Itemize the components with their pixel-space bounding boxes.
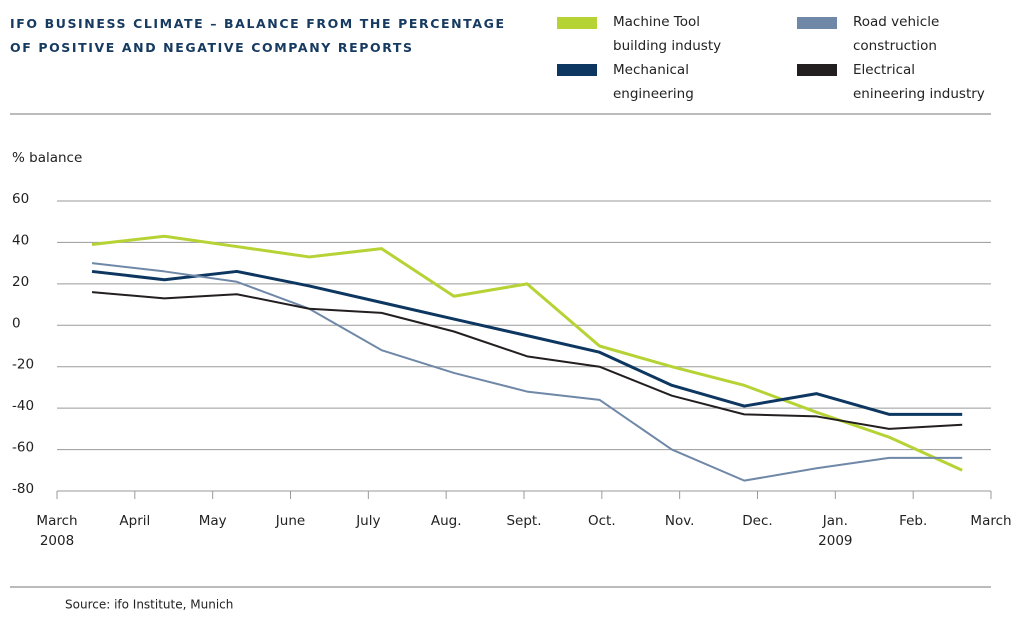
source: Source: ifo Institute, Munich xyxy=(65,598,233,612)
x-tick-label: Dec. xyxy=(742,513,772,529)
x-tick-label: March xyxy=(36,513,77,529)
x-tick-label: July xyxy=(355,513,380,529)
x-tick-label: May xyxy=(199,513,227,529)
y-axis-label: % balance xyxy=(12,150,82,166)
x-tick-label: March xyxy=(970,513,1011,529)
series-line xyxy=(91,269,963,416)
y-tick-label: -80 xyxy=(12,481,34,497)
x-tick-label: June xyxy=(275,513,305,529)
y-tick-label: 20 xyxy=(12,274,29,290)
y-tick-label: 0 xyxy=(12,315,21,331)
legend-swatch xyxy=(557,17,597,29)
legend-label: Mechanical engineering xyxy=(613,62,694,102)
y-tick-label: -60 xyxy=(12,440,34,456)
series-line xyxy=(91,291,963,430)
year-label: 2009 xyxy=(818,533,852,549)
chart-title: IFO BUSINESS CLIMATE – BALANCE FROM THE … xyxy=(10,16,506,55)
legend-swatch xyxy=(797,64,837,76)
x-tick-label: Sept. xyxy=(506,513,541,529)
legend-label: Machine Tool building industy xyxy=(613,14,722,54)
x-tick-label: Feb. xyxy=(899,513,927,529)
legend-label: Electrical enineering industry xyxy=(853,62,985,102)
x-tick-label: Oct. xyxy=(588,513,616,529)
legend-swatch xyxy=(557,64,597,76)
x-tick-label: Nov. xyxy=(665,513,695,529)
series-line xyxy=(91,262,963,482)
legend-label: Road vehicle construction xyxy=(853,14,940,54)
y-tick-label: -40 xyxy=(12,398,34,414)
x-tick-label: April xyxy=(119,513,150,529)
year-label: 2008 xyxy=(40,533,74,549)
y-tick-label: 40 xyxy=(12,232,29,248)
series-line xyxy=(91,234,963,472)
x-tick-label: Jan. xyxy=(822,513,848,529)
y-tick-label: -20 xyxy=(12,357,34,373)
x-tick-label: Aug. xyxy=(431,513,462,529)
y-tick-label: 60 xyxy=(12,191,29,207)
legend-swatch xyxy=(797,17,837,29)
